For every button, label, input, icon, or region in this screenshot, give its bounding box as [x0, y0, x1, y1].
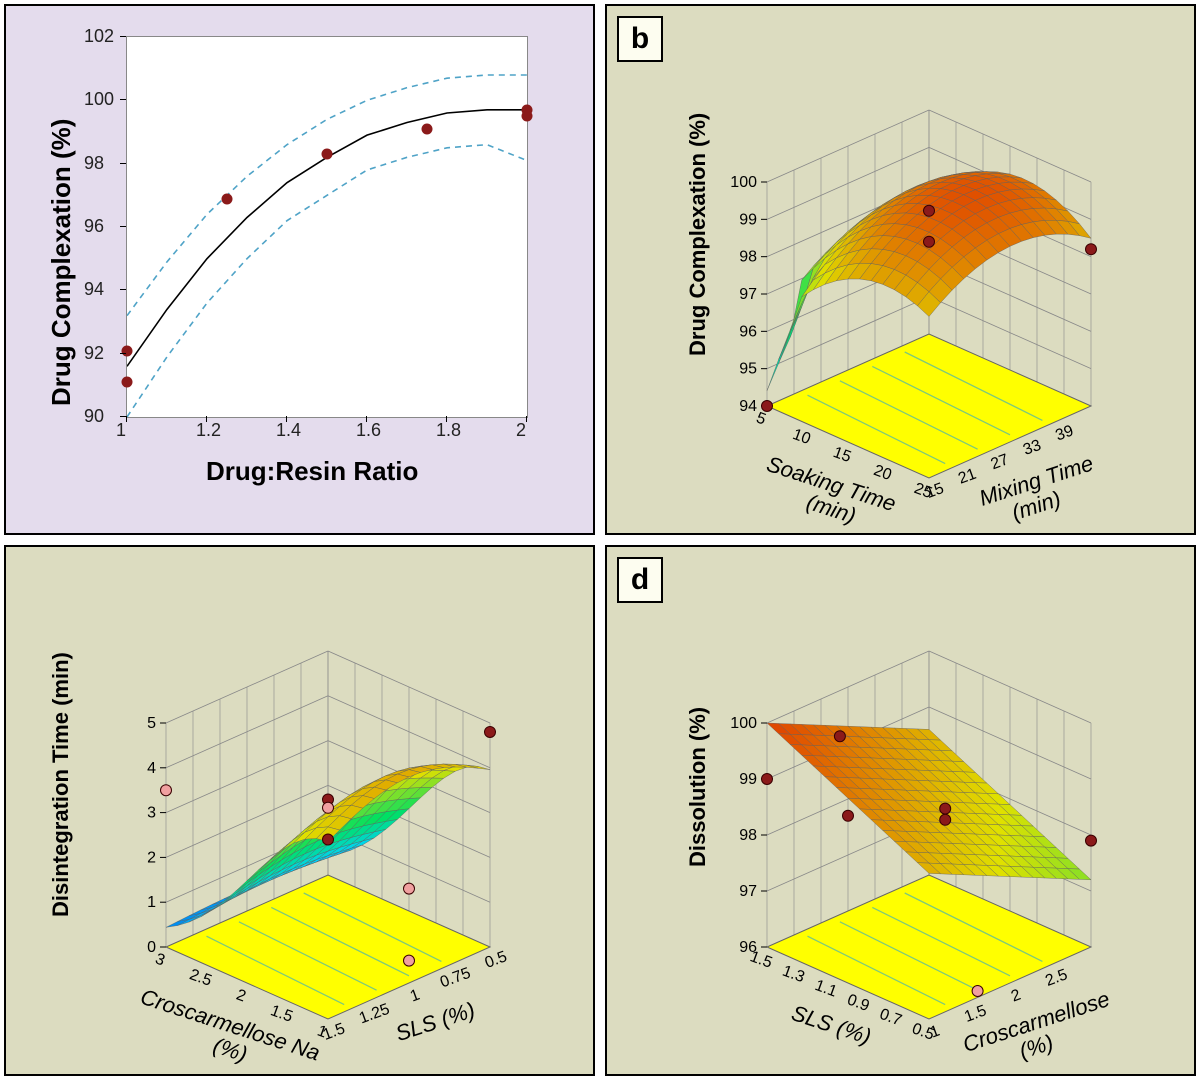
panel-a: Drug Complexation (%) Drug:Resin Ratio 1… — [4, 4, 595, 535]
svg-text:1.3: 1.3 — [780, 963, 807, 987]
svg-text:100: 100 — [730, 715, 757, 732]
svg-text:1.1: 1.1 — [812, 977, 839, 1001]
svg-text:95: 95 — [739, 361, 757, 378]
svg-text:27: 27 — [989, 451, 1012, 473]
panel-a-datapoint — [422, 123, 433, 134]
panel-a-ytick: 96 — [84, 216, 104, 237]
panel-a-xtick: 1.8 — [436, 420, 461, 441]
svg-text:98: 98 — [739, 827, 757, 844]
svg-text:98: 98 — [739, 249, 757, 266]
panel-a-xtick: 1.4 — [276, 420, 301, 441]
panel-a-ytick: 90 — [84, 406, 104, 427]
panel-a-xlabel: Drug:Resin Ratio — [206, 456, 418, 487]
svg-text:21: 21 — [956, 466, 979, 488]
panel-b: b 9495969798991005101520251521273339Soak… — [605, 4, 1196, 535]
svg-text:33: 33 — [1021, 437, 1044, 459]
panel-a-datapoint — [322, 149, 333, 160]
svg-text:1.5: 1.5 — [268, 1002, 295, 1026]
svg-text:0.75: 0.75 — [438, 965, 473, 992]
svg-text:94: 94 — [739, 398, 757, 415]
svg-text:1.25: 1.25 — [357, 1001, 392, 1028]
panel-a-datapoint — [222, 193, 233, 204]
panel-d-label: d — [617, 557, 663, 603]
panel-a-ylabel: Drug Complexation (%) — [46, 119, 77, 406]
svg-text:0.7: 0.7 — [877, 1006, 904, 1030]
panel-a-ytick: 102 — [84, 26, 114, 47]
panel-a-plotarea — [126, 36, 528, 418]
svg-text:2: 2 — [1009, 986, 1023, 1005]
svg-text:20: 20 — [871, 462, 894, 484]
svg-text:1.5: 1.5 — [748, 948, 775, 972]
svg-text:5: 5 — [147, 715, 156, 732]
svg-text:SLS (%): SLS (%) — [392, 997, 478, 1046]
svg-text:100: 100 — [730, 174, 757, 191]
svg-text:2.5: 2.5 — [187, 966, 214, 990]
svg-text:1.5: 1.5 — [962, 1002, 989, 1026]
panel-c: 01234511.522.530.50.7511.251.5Croscarmel… — [4, 545, 595, 1076]
figure-grid: Drug Complexation (%) Drug:Resin Ratio 1… — [0, 0, 1200, 1080]
panel-a-xtick: 1.6 — [356, 420, 381, 441]
svg-text:2.5: 2.5 — [1043, 966, 1070, 990]
svg-text:15: 15 — [831, 444, 854, 466]
panel-b-zlabel: Drug Complexation (%) — [685, 113, 711, 356]
svg-text:0.9: 0.9 — [845, 991, 872, 1015]
panel-a-datapoint — [522, 104, 533, 115]
svg-text:99: 99 — [739, 771, 757, 788]
panel-a-datapoint — [122, 345, 133, 356]
svg-text:1: 1 — [147, 894, 156, 911]
panel-a-ytick: 94 — [84, 279, 104, 300]
panel-b-label: b — [617, 16, 663, 62]
panel-d: d 969798991000.50.70.91.11.31.511.522.5S… — [605, 545, 1196, 1076]
panel-c-zlabel: Disintegration Time (min) — [48, 652, 74, 917]
panel-d-zlabel: Dissolution (%) — [685, 707, 711, 867]
svg-text:96: 96 — [739, 323, 757, 340]
panel-a-ytick: 92 — [84, 343, 104, 364]
svg-text:97: 97 — [739, 286, 757, 303]
svg-text:0.5: 0.5 — [483, 948, 510, 972]
svg-text:2: 2 — [234, 987, 248, 1006]
svg-text:3: 3 — [147, 805, 156, 822]
svg-text:2: 2 — [147, 849, 156, 866]
svg-text:39: 39 — [1053, 422, 1076, 444]
panel-a-datapoint — [122, 377, 133, 388]
svg-text:97: 97 — [739, 883, 757, 900]
svg-text:4: 4 — [147, 760, 156, 777]
panel-a-ytick: 100 — [84, 89, 114, 110]
panel-a-xtick: 2 — [516, 420, 526, 441]
svg-text:0: 0 — [147, 939, 156, 956]
panel-c-surface: 01234511.522.530.50.7511.251.5Croscarmel… — [6, 547, 595, 1067]
panel-a-xtick: 1.2 — [196, 420, 221, 441]
svg-text:99: 99 — [739, 211, 757, 228]
svg-text:10: 10 — [790, 426, 813, 448]
panel-a-ytick: 98 — [84, 153, 104, 174]
panel-a-xtick: 1 — [116, 420, 126, 441]
svg-text:1: 1 — [408, 986, 422, 1005]
